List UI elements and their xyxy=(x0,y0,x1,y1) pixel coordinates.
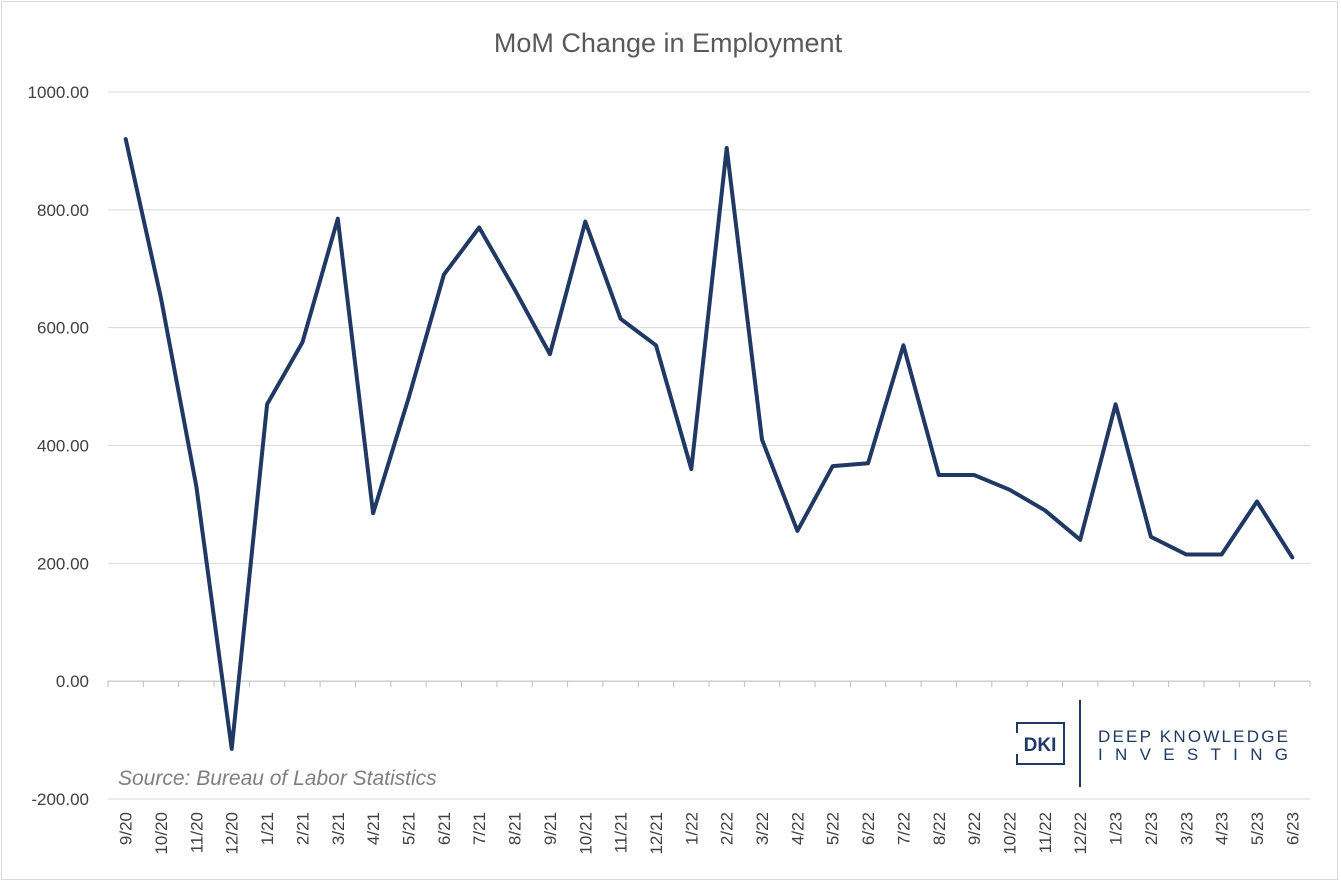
x-tick-label: 9/21 xyxy=(541,812,560,845)
x-tick-label: 4/22 xyxy=(788,812,807,845)
x-tick-label: 5/22 xyxy=(824,812,843,845)
x-tick-label: 2/22 xyxy=(718,812,737,845)
y-tick-label: 800.00 xyxy=(37,201,89,220)
x-tick-label: 6/22 xyxy=(859,812,878,845)
x-tick-label: 3/22 xyxy=(753,812,772,845)
source-annotation: Source: Bureau of Labor Statistics xyxy=(118,767,437,790)
x-tick-label: 12/20 xyxy=(223,812,242,855)
logo-mark-notch xyxy=(1014,733,1020,754)
y-tick-label: 600.00 xyxy=(37,319,89,338)
x-tick-label: 9/22 xyxy=(965,812,984,845)
dki-logo: DKI DEEP KNOWLEDGE INVESTING xyxy=(1014,700,1288,787)
x-tick-label: 6/21 xyxy=(435,812,454,845)
x-tick-label: 8/22 xyxy=(930,812,949,845)
x-axis: 9/20 10/20 11/20 12/20 1/21 2/21 3/21 4/21 5/21 6… xyxy=(107,680,1311,855)
x-tick-label: 1/22 xyxy=(682,812,701,845)
x-tick-label: 9/20 xyxy=(117,812,136,845)
x-tick-label: 12/22 xyxy=(1071,812,1090,855)
x-tick-label: 5/23 xyxy=(1248,812,1267,845)
x-tick-label: 10/22 xyxy=(1001,812,1020,855)
x-tick-label: 1/23 xyxy=(1107,812,1126,845)
y-axis-ticks: 1000.00 800.00 600.00 400.00 200.00 0.00 -200.… xyxy=(28,83,89,809)
x-tick-label: 12/21 xyxy=(647,812,666,855)
series-line xyxy=(123,137,1295,751)
chart-title: MoM Change in Employment xyxy=(494,28,843,58)
x-tick-label: 2/23 xyxy=(1142,812,1161,845)
x-tick-label: 4/21 xyxy=(364,812,383,845)
y-tick-label: -200.00 xyxy=(31,790,89,809)
x-tick-label: 4/23 xyxy=(1213,812,1232,845)
logo-line-1: DEEP KNOWLEDGE xyxy=(1098,727,1288,746)
x-tick-label: 3/23 xyxy=(1177,812,1196,845)
logo-line-2: INVESTING xyxy=(1098,745,1288,764)
x-tick-label: 5/21 xyxy=(400,812,419,845)
gridlines xyxy=(108,91,1310,800)
x-tick-label: 11/21 xyxy=(612,812,631,853)
x-tick-label: 6/23 xyxy=(1283,812,1302,845)
y-tick-label: 1000.00 xyxy=(28,83,89,102)
x-tick-label: 11/20 xyxy=(187,812,206,853)
y-tick-label: 0.00 xyxy=(56,672,89,691)
y-tick-label: 400.00 xyxy=(37,437,89,456)
y-tick-label: 200.00 xyxy=(37,554,89,573)
x-tick-label: 2/21 xyxy=(293,812,312,845)
x-tick-label: 3/21 xyxy=(329,812,348,845)
x-tick-label: 7/22 xyxy=(894,812,913,845)
logo-mark-text: DKI xyxy=(1024,735,1057,756)
x-tick-label: 8/21 xyxy=(506,812,525,845)
x-tick-label: 10/21 xyxy=(576,812,595,855)
x-tick-label: 7/21 xyxy=(470,812,489,845)
x-tick-label: 11/22 xyxy=(1036,812,1055,853)
x-tick-label: 1/21 xyxy=(258,812,277,845)
series-group xyxy=(123,137,1295,751)
x-tick-label: 10/20 xyxy=(152,812,171,855)
